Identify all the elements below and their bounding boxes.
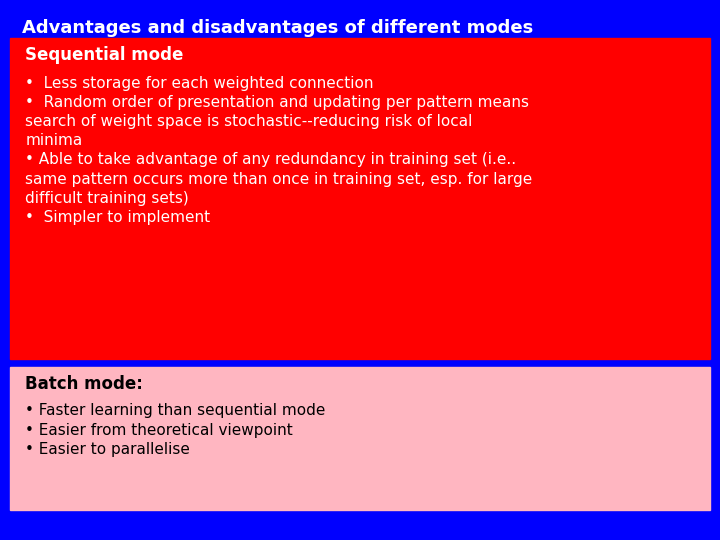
FancyBboxPatch shape bbox=[10, 38, 710, 359]
Text: •  Less storage for each weighted connection
•  Random order of presentation and: • Less storage for each weighted connect… bbox=[25, 76, 533, 225]
Text: • Faster learning than sequential mode
• Easier from theoretical viewpoint
• Eas: • Faster learning than sequential mode •… bbox=[25, 403, 325, 457]
Text: Batch mode:: Batch mode: bbox=[25, 375, 143, 393]
Text: Advantages and disadvantages of different modes: Advantages and disadvantages of differen… bbox=[22, 19, 533, 37]
FancyBboxPatch shape bbox=[10, 367, 710, 510]
Text: Sequential mode: Sequential mode bbox=[25, 46, 184, 64]
